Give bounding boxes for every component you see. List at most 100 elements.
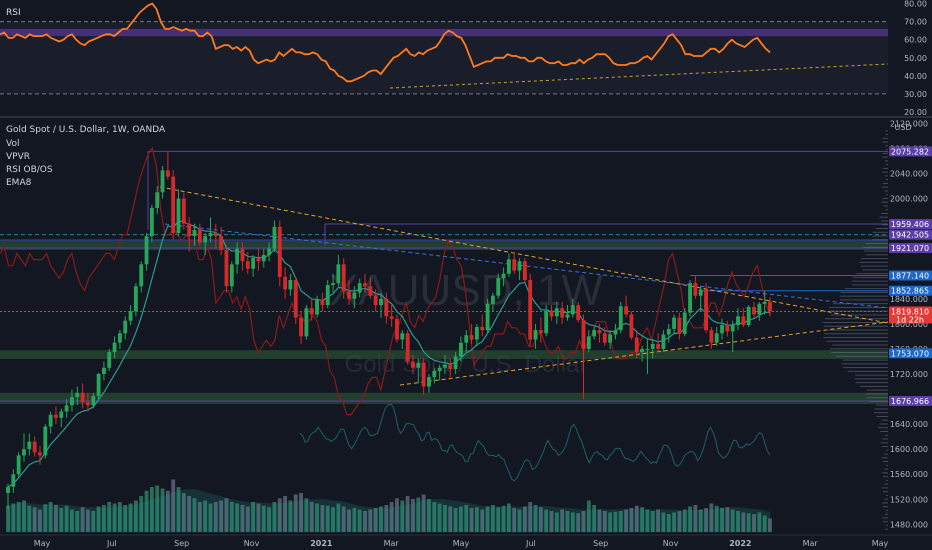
volume-bar [640, 507, 645, 532]
candle-body [714, 333, 719, 343]
vpvr-bar [860, 265, 888, 267]
volume-bar [437, 503, 442, 532]
candle-body [677, 317, 682, 334]
vpvr-bar [886, 164, 888, 166]
price-tag-bg [889, 218, 932, 229]
volume-bar [709, 503, 714, 532]
candle-body [688, 283, 692, 313]
volume-bar [352, 508, 357, 532]
volume-bar [464, 505, 469, 532]
volume-bar [101, 505, 106, 532]
candle-body [762, 301, 767, 304]
volume-bar [192, 498, 197, 532]
volume-bar [565, 511, 570, 532]
vpvr-bar [882, 502, 888, 504]
vpvr-bar [882, 182, 888, 184]
candle-body [75, 392, 80, 398]
candle-body [698, 289, 703, 296]
vpvr-bar [884, 498, 888, 500]
vpvr-bar [882, 137, 888, 139]
volume-bar [384, 505, 389, 532]
candle-body [203, 236, 208, 243]
vpvr-bar [847, 370, 888, 372]
candle-body [592, 330, 597, 337]
volume-bar [592, 505, 597, 532]
vpvr-bar [860, 385, 888, 387]
price-axis[interactable]: 2120.0002080.0002040.0002000.0001960.000… [888, 119, 932, 535]
volume-bar [107, 502, 112, 532]
volume-bar [96, 506, 101, 532]
candle-body [384, 298, 389, 317]
price-pane[interactable]: XAUUSD, 1W Gold Spot / U.S. Dollar Gold … [0, 119, 932, 535]
candle-body [6, 486, 10, 494]
time-tick-label: Mar [384, 539, 400, 548]
candle-body [54, 414, 58, 418]
candle-body [432, 370, 437, 378]
time-tick-label: Nov [244, 539, 260, 548]
volume-bar [229, 502, 234, 532]
price-tag: 1852.865 [889, 285, 932, 296]
candle-body [315, 300, 319, 315]
vpvr-bar [824, 325, 888, 327]
volume-bar [554, 512, 559, 532]
volume-bar [677, 511, 682, 532]
volume-bar [730, 509, 735, 532]
candle-body [176, 198, 181, 234]
volume-bar [304, 498, 309, 532]
candle-body [357, 283, 362, 293]
candle-body [101, 367, 106, 374]
volume-bar [203, 500, 208, 532]
time-tick-label: May [34, 539, 51, 548]
volume-bar [208, 503, 213, 532]
candle-body [581, 320, 586, 349]
volume-bar [586, 500, 591, 532]
volume-bar [608, 512, 613, 532]
volume-bar [746, 513, 751, 532]
volume-bar [613, 511, 618, 532]
candle-body [427, 377, 431, 387]
vpvr-bar [830, 348, 888, 350]
volume-bar [475, 507, 479, 532]
candle-body [133, 286, 138, 312]
candle-body [768, 301, 772, 312]
vpvr-bar [882, 446, 888, 448]
volume-bar [629, 508, 634, 532]
candle-body [43, 426, 48, 456]
price-tick-label: 1560.000 [890, 470, 928, 479]
candle-body [208, 233, 213, 237]
volume-bar [224, 498, 229, 532]
ema8-line [7, 220, 771, 488]
candle-body [347, 291, 351, 299]
volume-bar [666, 514, 671, 532]
price-tick-label: 1520.000 [890, 495, 928, 504]
candle-body [309, 308, 314, 315]
vpvr-bar [829, 306, 888, 308]
price-tick-label: 1600.000 [890, 445, 928, 454]
time-tick-label: May [872, 539, 889, 548]
vpvr-bar [882, 156, 888, 158]
time-axis[interactable]: May Jul Sep Nov 2021 Mar May Jul Sep Nov 2022 Mar Ma… [0, 534, 932, 548]
candle-body [379, 298, 383, 306]
candle-body [144, 236, 149, 265]
volume-bar [714, 505, 719, 532]
vpvr-bar [882, 521, 888, 523]
candle-body [597, 330, 602, 334]
vpvr-bar [881, 212, 888, 214]
candle-body [272, 226, 277, 249]
rsi-pane[interactable]: RSI 80.00 70.00 60.00 50.00 40.00 30.00 20.00 [0, 0, 927, 117]
vpvr-bar [842, 367, 888, 369]
vpvr-bar [886, 194, 888, 196]
candle-body [373, 295, 378, 306]
candle-body [123, 320, 128, 334]
vpvr-bar [839, 295, 888, 297]
volume-bar [656, 509, 661, 532]
rsi-tick-label: 60.00 [904, 36, 927, 45]
candle-body [645, 348, 650, 350]
rsi-tick-label: 80.00 [904, 0, 927, 9]
volume-bar [411, 499, 415, 532]
candle-body [96, 373, 101, 396]
indicator-label: VPVR [6, 152, 30, 162]
volume-ma-area [7, 488, 771, 533]
candle-body [251, 258, 256, 269]
